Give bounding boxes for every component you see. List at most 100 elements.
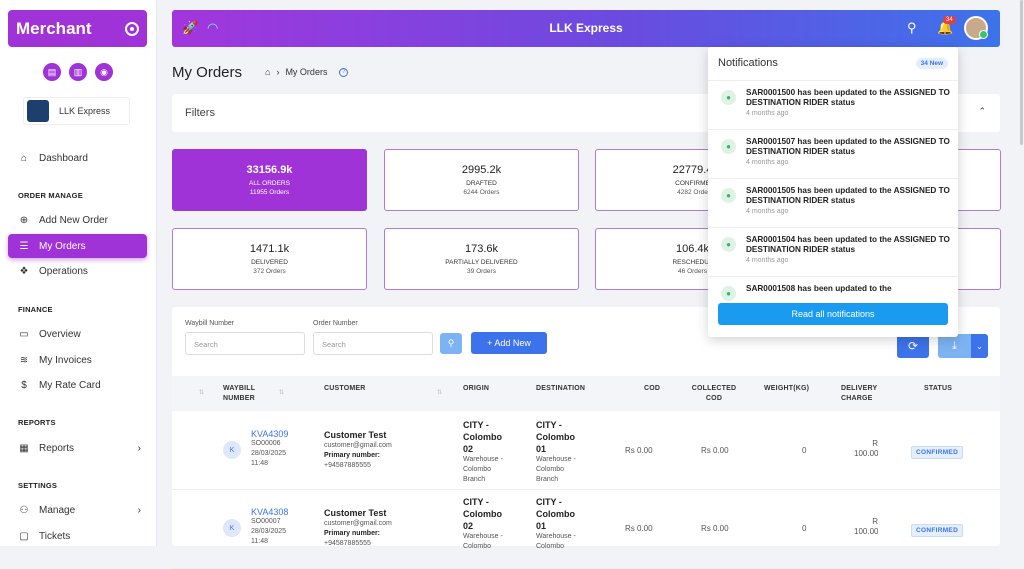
- check-user-icon: ●: [721, 139, 736, 154]
- wifi-icon[interactable]: ◠: [207, 20, 219, 35]
- home-icon: ⌂: [20, 152, 28, 164]
- waybill-link[interactable]: KVA4309: [251, 429, 289, 439]
- summary-card-delivered[interactable]: 1471.1k DELIVERED 372 Orders: [172, 228, 367, 290]
- waybill-link[interactable]: KVA4308: [251, 507, 289, 517]
- table-row[interactable]: K KVA4309 SO00006 28/03/2025 11:48 Custo…: [172, 411, 1000, 490]
- customer-phone: +94587885555: [324, 540, 371, 547]
- col-origin[interactable]: ORIGIN: [463, 385, 490, 392]
- sort-icon[interactable]: ⇅: [437, 390, 443, 396]
- sidebar-item-my-orders[interactable]: ☰ My Orders: [8, 234, 147, 258]
- primary-number-label: Primary number:: [324, 530, 381, 537]
- col-cod[interactable]: COD: [644, 385, 661, 392]
- col-collected-cod[interactable]: COLLECTED COD: [691, 385, 737, 402]
- sort-icon[interactable]: ⇅: [279, 390, 285, 396]
- top-bar: 🚀 ◠ LLK Express ⚲ 🔔 34: [172, 10, 1000, 47]
- customer-name: Customer Test: [324, 430, 387, 440]
- notification-text: SAR0001508 has been updated to the: [746, 284, 892, 293]
- col-customer[interactable]: CUSTOMER: [324, 385, 366, 392]
- summary-card-drafted[interactable]: 2995.2k DRAFTED 6244 Orders: [384, 149, 579, 211]
- page-scrollbar[interactable]: [1019, 0, 1024, 546]
- read-all-notifications-button[interactable]: Read all notifications: [718, 303, 948, 325]
- chevron-up-icon[interactable]: ⌃: [978, 106, 986, 116]
- sidebar-item-label: Add New Order: [39, 214, 108, 226]
- sidebar-item-add-new-order[interactable]: ⊕ Add New Order: [8, 208, 147, 232]
- notification-time: 4 months ago: [746, 208, 789, 215]
- notification-item[interactable]: ● SAR0001507 has been updated to the ASS…: [708, 129, 958, 178]
- download-icon: ⤓: [952, 339, 957, 352]
- sort-icon[interactable]: ⇅: [199, 390, 205, 396]
- order-search-input[interactable]: Search: [313, 332, 433, 355]
- customer-email: customer@gmail.com: [324, 520, 392, 527]
- download-button[interactable]: ⤓: [938, 334, 971, 358]
- card-label: DELIVERED: [251, 259, 288, 266]
- summary-card-partially-delivered[interactable]: 173.6k PARTIALLY DELIVERED 39 Orders: [384, 228, 579, 290]
- app-title: LLK Express: [549, 21, 623, 35]
- check-user-icon: ●: [721, 286, 736, 301]
- invoice-icon[interactable]: ▤: [43, 63, 61, 81]
- origin-city-name: Colombo: [463, 432, 502, 442]
- col-weight[interactable]: WEIGHT(KG): [764, 385, 810, 392]
- breadcrumb: ⌂ › My Orders ?: [265, 67, 349, 77]
- col-status[interactable]: STATUS: [924, 385, 953, 392]
- report-icon: ▦: [19, 442, 29, 454]
- sidebar-item-label: Dashboard: [39, 152, 88, 164]
- col-delivery-charge[interactable]: DELIVERY CHARGE: [841, 385, 878, 402]
- refresh-icon: ⟳: [907, 339, 919, 353]
- notifications-title: Notifications: [718, 57, 778, 69]
- table-row[interactable]: K KVA4308 SO00007 28/03/2025 11:48 Custo…: [172, 490, 1000, 569]
- dest-warehouse: Warehouse -: [536, 533, 576, 540]
- search-icon[interactable]: ⚲: [907, 20, 917, 35]
- weight-value: 0: [802, 446, 807, 455]
- customer-name: Customer Test: [324, 508, 387, 518]
- notification-text: SAR0001507 has been updated to the ASSIG…: [746, 137, 950, 156]
- chevron-right-icon: ›: [137, 442, 141, 454]
- notifications-new-badge: 34 New: [915, 58, 948, 69]
- waybill-search-input[interactable]: Search: [185, 332, 305, 355]
- card-label: PARTIALLY DELIVERED: [445, 259, 518, 266]
- breadcrumb-current: My Orders: [285, 67, 328, 77]
- notification-item[interactable]: ● SAR0001504 has been updated to the ASS…: [708, 227, 958, 276]
- sidebar-item-operations[interactable]: ❖ Operations: [8, 259, 147, 283]
- origin-warehouse: Warehouse -: [463, 456, 503, 463]
- sidebar-item-reports[interactable]: ▦ Reports ›: [8, 436, 147, 460]
- brand-header[interactable]: Merchant: [8, 10, 147, 47]
- home-icon[interactable]: ⌂: [265, 67, 271, 77]
- origin-city: CITY -: [463, 497, 489, 507]
- summary-card-all-orders[interactable]: 33156.9k ALL ORDERS 11955 Orders: [172, 149, 367, 211]
- location-icon[interactable]: ◉: [95, 63, 113, 81]
- notification-count-badge: 34: [943, 16, 956, 24]
- company-switcher[interactable]: LLK Express: [23, 97, 130, 125]
- notification-item[interactable]: ● SAR0001500 has been updated to the ASS…: [708, 80, 958, 129]
- sidebar-item-tickets[interactable]: ▢ Tickets: [8, 524, 147, 548]
- sidebar-item-my-rate-card[interactable]: $ My Rate Card: [8, 373, 147, 397]
- search-button[interactable]: ⚲: [440, 333, 462, 354]
- origin-warehouse-name: Colombo: [463, 543, 492, 550]
- dest-city: CITY -: [536, 420, 562, 430]
- help-icon[interactable]: ?: [339, 67, 349, 77]
- sidebar-item-dashboard[interactable]: ⌂ Dashboard: [8, 146, 147, 170]
- nav-group-order-manage: ORDER MANAGE: [18, 191, 83, 200]
- sidebar-item-overview[interactable]: ▭ Overview: [8, 322, 147, 346]
- add-new-button[interactable]: + Add New: [471, 332, 547, 354]
- settings-icon[interactable]: [125, 21, 139, 36]
- rocket-icon[interactable]: 🚀: [182, 20, 199, 35]
- overview-icon: ▭: [19, 328, 29, 340]
- row-avatar-badge: K: [223, 441, 241, 459]
- customer-email: customer@gmail.com: [324, 442, 392, 449]
- notification-item[interactable]: ● SAR0001508 has been updated to the: [708, 276, 958, 325]
- dest-warehouse-branch: Branch: [536, 476, 559, 483]
- avatar[interactable]: [964, 16, 988, 40]
- sidebar-item-manage[interactable]: ⚇ Manage ›: [8, 498, 147, 522]
- refresh-button[interactable]: ⟳: [897, 334, 929, 358]
- order-date: 28/03/2025: [251, 528, 287, 535]
- notification-item[interactable]: ● SAR0001505 has been updated to the ASS…: [708, 178, 958, 227]
- col-destination[interactable]: DESTINATION: [536, 385, 586, 392]
- delivery-charge-currency: R: [872, 439, 878, 448]
- delivery-charge-value: 100.00: [854, 449, 878, 458]
- download-dropdown-button[interactable]: ⌄: [971, 334, 988, 358]
- document-icon[interactable]: ▥: [69, 63, 87, 81]
- card-value: 1471.1k: [249, 243, 290, 255]
- col-waybill[interactable]: WAYBILL NUMBER: [223, 385, 256, 402]
- notification-time: 4 months ago: [746, 257, 789, 264]
- sidebar-item-my-invoices[interactable]: ≋ My Invoices: [8, 348, 147, 372]
